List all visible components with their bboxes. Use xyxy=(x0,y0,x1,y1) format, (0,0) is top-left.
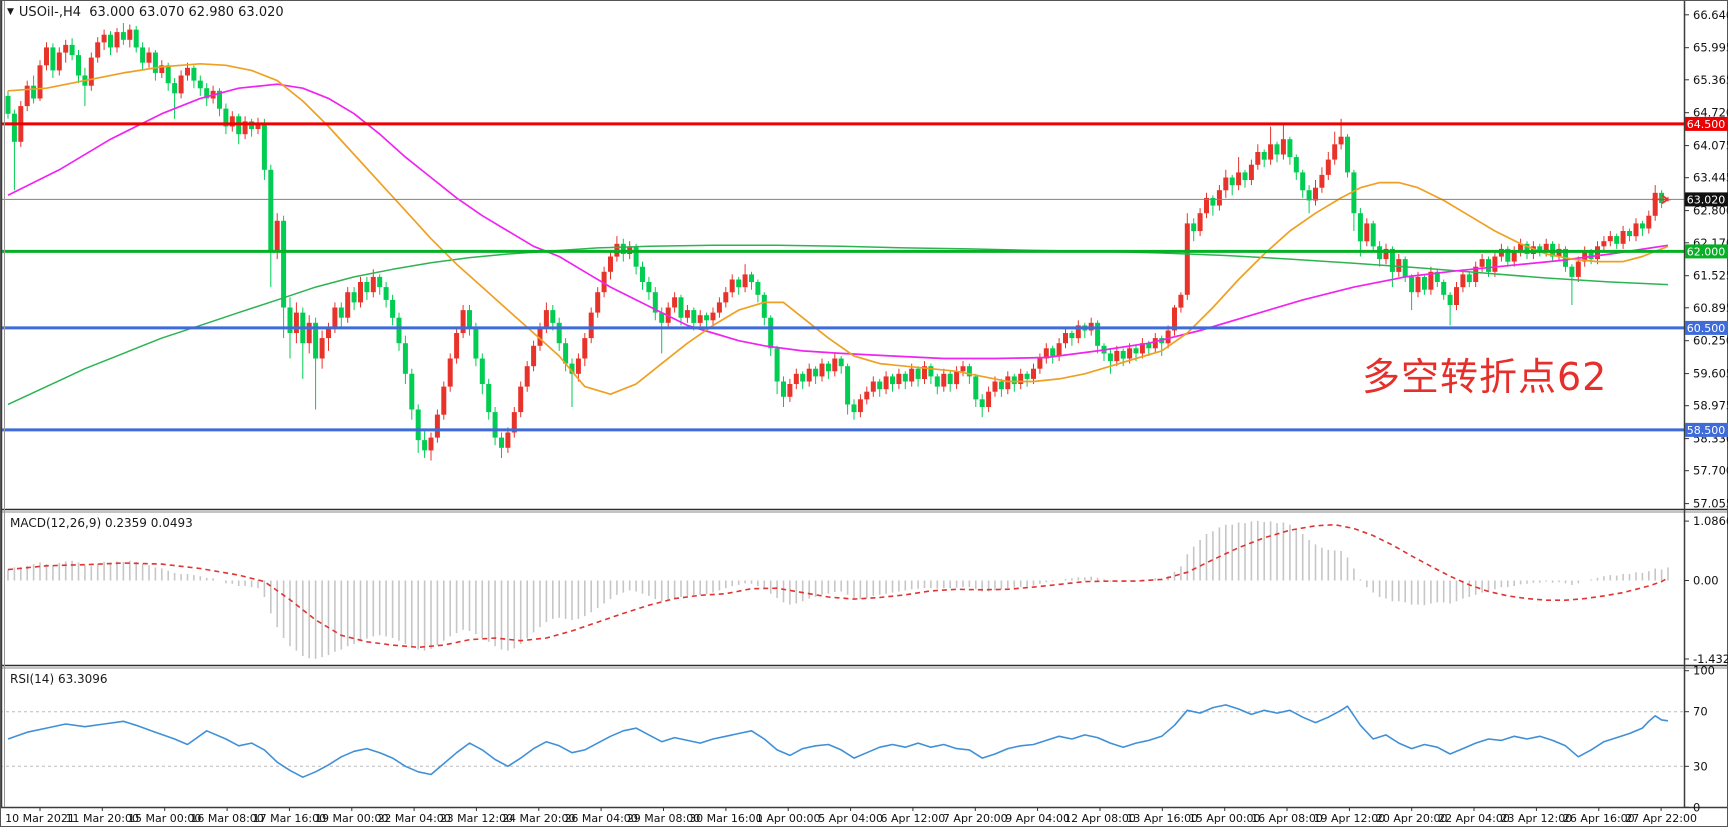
svg-text:60.500: 60.500 xyxy=(1687,322,1726,335)
symbol-timeframe-label: USOil-,H4 xyxy=(18,5,82,20)
current-price-arrow-icon xyxy=(1652,194,1669,205)
svg-text:58.500: 58.500 xyxy=(1687,424,1726,437)
svg-text:15 Apr 00:00: 15 Apr 00:00 xyxy=(1189,812,1261,825)
svg-text:7 Apr 20:00: 7 Apr 20:00 xyxy=(943,812,1008,825)
level-price-badge xyxy=(1685,116,1728,131)
price-axis[interactable]: 66.640 65.995 65.365 64.720 64.075 63.445 62.8… xyxy=(1684,8,1728,815)
svg-text:17 Mar 16:00: 17 Mar 16:00 xyxy=(253,812,326,825)
svg-text:12 Apr 08:00: 12 Apr 08:00 xyxy=(1064,812,1136,825)
svg-text:64.075: 64.075 xyxy=(1693,139,1728,153)
level-price-badge xyxy=(1685,422,1728,437)
level-price-badge xyxy=(1685,320,1728,335)
svg-text:20 Apr 20:00: 20 Apr 20:00 xyxy=(1376,812,1448,825)
svg-text:64.500: 64.500 xyxy=(1687,118,1726,131)
ma-slow-line xyxy=(7,244,1669,406)
svg-text:65.995: 65.995 xyxy=(1693,41,1728,55)
svg-text:59.605: 59.605 xyxy=(1693,367,1728,381)
svg-text:62.800: 62.800 xyxy=(1693,204,1728,218)
svg-text:26 Apr 16:00: 26 Apr 16:00 xyxy=(1563,812,1635,825)
ma-fast-line xyxy=(7,62,1669,396)
svg-text:19 Mar 00:00: 19 Mar 00:00 xyxy=(315,812,388,825)
svg-text:13 Apr 16:00: 13 Apr 16:00 xyxy=(1126,812,1198,825)
svg-text:22 Apr 04:00: 22 Apr 04:00 xyxy=(1438,812,1510,825)
svg-text:11 Mar 20:00: 11 Mar 20:00 xyxy=(66,812,139,825)
svg-text:16 Apr 08:00: 16 Apr 08:00 xyxy=(1251,812,1323,825)
svg-text:10 Mar 2021: 10 Mar 2021 xyxy=(5,812,75,825)
svg-text:61.525: 61.525 xyxy=(1693,269,1728,283)
svg-text:30: 30 xyxy=(1693,759,1708,773)
svg-text:5 Apr 04:00: 5 Apr 04:00 xyxy=(818,812,883,825)
svg-text:60.895: 60.895 xyxy=(1693,301,1728,315)
svg-text:64.720: 64.720 xyxy=(1693,106,1728,120)
svg-text:23 Mar 12:00: 23 Mar 12:00 xyxy=(440,812,513,825)
svg-text:16 Mar 08:00: 16 Mar 08:00 xyxy=(190,812,263,825)
svg-text:0.00: 0.00 xyxy=(1693,574,1719,588)
svg-text:26 Mar 04:00: 26 Mar 04:00 xyxy=(564,812,637,825)
svg-text:66.640: 66.640 xyxy=(1693,8,1728,22)
symbol-dropdown-icon[interactable]: ▼ xyxy=(7,7,14,17)
ohlc-readout: 63.000 63.070 62.980 63.020 xyxy=(89,5,284,20)
rsi-line xyxy=(7,704,1669,779)
svg-text:15 Mar 00:00: 15 Mar 00:00 xyxy=(128,812,201,825)
svg-text:57.700: 57.700 xyxy=(1693,464,1728,478)
svg-text:29 Mar 08:00: 29 Mar 08:00 xyxy=(627,812,700,825)
svg-text:70: 70 xyxy=(1693,705,1708,719)
svg-text:30 Mar 16:00: 30 Mar 16:00 xyxy=(689,812,762,825)
svg-text:-1.4328: -1.4328 xyxy=(1693,652,1728,666)
svg-text:0: 0 xyxy=(1693,800,1700,814)
candlesticks xyxy=(5,23,1671,461)
svg-text:62.000: 62.000 xyxy=(1687,245,1726,258)
svg-text:60.250: 60.250 xyxy=(1693,334,1728,348)
svg-text:1.0866: 1.0866 xyxy=(1693,514,1728,528)
svg-text:9 Apr 04:00: 9 Apr 04:00 xyxy=(1005,812,1070,825)
svg-text:57.055: 57.055 xyxy=(1693,497,1728,511)
svg-text:65.365: 65.365 xyxy=(1693,73,1728,87)
svg-text:19 Apr 12:00: 19 Apr 12:00 xyxy=(1314,812,1386,825)
svg-text:27 Apr 22:00: 27 Apr 22:00 xyxy=(1625,812,1697,825)
svg-text:63.020: 63.020 xyxy=(1687,193,1726,206)
svg-text:58.975: 58.975 xyxy=(1693,399,1728,413)
current-price-badge xyxy=(1685,192,1728,207)
ma-mid-line xyxy=(7,83,1669,360)
level-price-badge xyxy=(1685,244,1728,259)
macd-indicator-label: MACD(12,26,9) 0.2359 0.0493 xyxy=(10,516,193,530)
chart-header: ▼ USOil-,H4 63.000 63.070 62.980 63.020 xyxy=(7,5,284,20)
svg-text:100: 100 xyxy=(1693,664,1715,678)
svg-text:1 Apr 00:00: 1 Apr 00:00 xyxy=(756,812,821,825)
svg-text:22 Mar 04:00: 22 Mar 04:00 xyxy=(377,812,450,825)
svg-text:6 Apr 12:00: 6 Apr 12:00 xyxy=(881,812,946,825)
svg-text:63.445: 63.445 xyxy=(1693,171,1728,185)
annotation-text: 多空转折点62 xyxy=(1362,355,1608,399)
svg-text:24 Mar 20:00: 24 Mar 20:00 xyxy=(502,812,575,825)
macd-signal-line xyxy=(7,523,1669,649)
rsi-indicator-label: RSI(14) 63.3096 xyxy=(10,672,108,686)
svg-text:23 Apr 12:00: 23 Apr 12:00 xyxy=(1501,812,1573,825)
